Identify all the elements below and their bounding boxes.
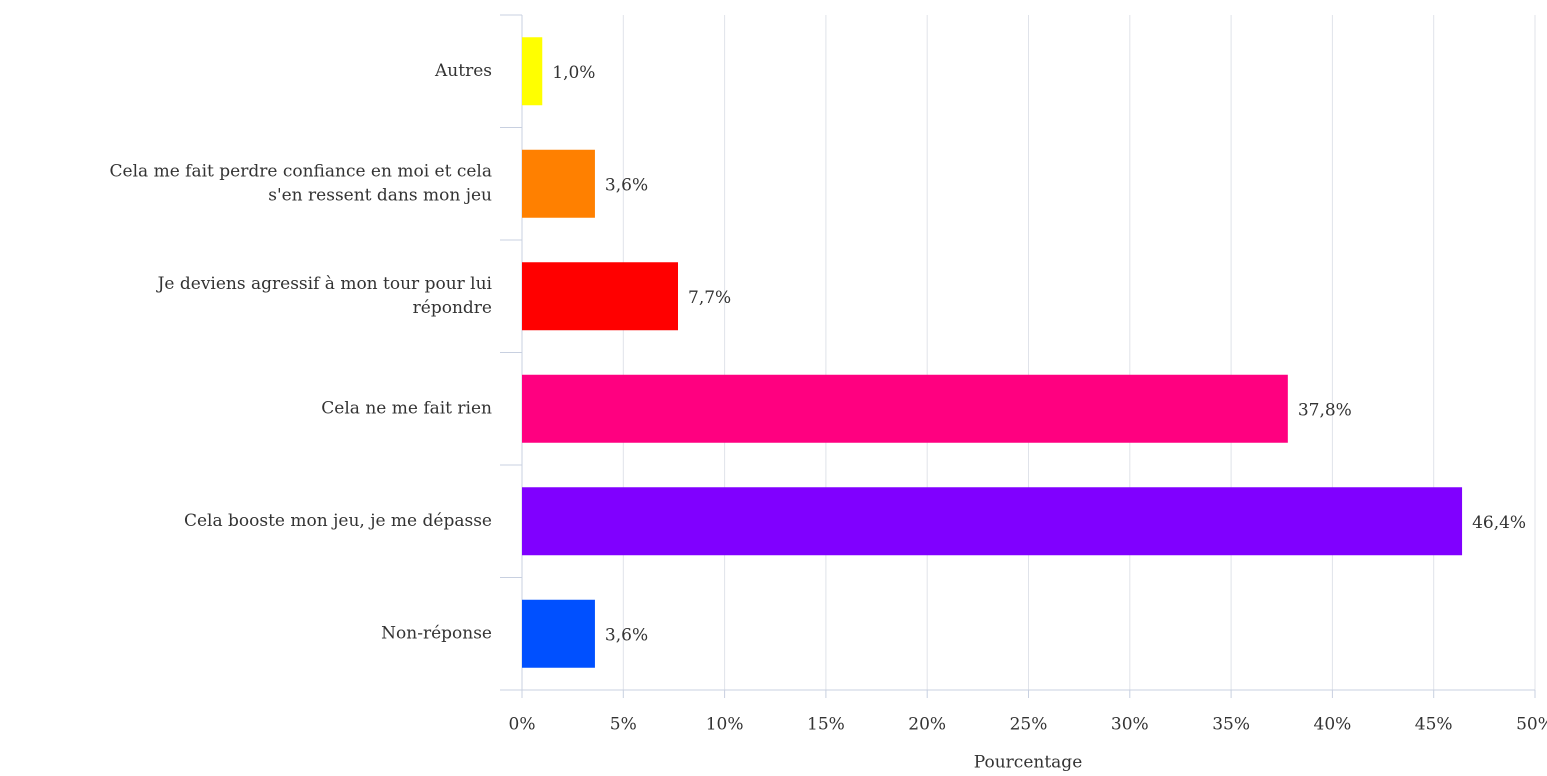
- y-tick-label: répondre: [413, 298, 492, 318]
- y-tick-label: Cela ne me fait rien: [321, 398, 492, 418]
- x-tick-label: 5%: [610, 715, 637, 735]
- x-tick-label: 25%: [1010, 715, 1048, 735]
- bar: [522, 149, 595, 218]
- value-label: 46,4%: [1472, 513, 1526, 533]
- bar: [522, 374, 1288, 443]
- x-tick-label: 30%: [1111, 715, 1149, 735]
- bar: [522, 262, 679, 331]
- bar: [522, 487, 1463, 556]
- x-tick-label: 0%: [509, 715, 536, 735]
- y-tick-label: Non-réponse: [381, 623, 492, 643]
- x-tick-label: 20%: [908, 715, 946, 735]
- x-axis-title: Pourcentage: [974, 753, 1083, 773]
- bar: [522, 37, 543, 106]
- value-label: 3,6%: [605, 175, 648, 195]
- y-tick-label: Cela booste mon jeu, je me dépasse: [184, 511, 492, 531]
- y-tick-label: Autres: [434, 61, 492, 81]
- x-tick-label: 10%: [706, 715, 744, 735]
- x-tick-label: 45%: [1415, 715, 1453, 735]
- x-tick-label: 40%: [1314, 715, 1352, 735]
- x-tick-label: 50%: [1516, 715, 1547, 735]
- value-label: 1,0%: [552, 63, 595, 83]
- x-tick-label: 35%: [1212, 715, 1250, 735]
- y-tick-label: Je deviens agressif à mon tour pour lui: [156, 274, 493, 294]
- value-label: 37,8%: [1298, 400, 1352, 420]
- value-label: 3,6%: [605, 625, 648, 645]
- value-label: 7,7%: [688, 288, 731, 308]
- bar: [522, 599, 595, 668]
- y-tick-label: s'en ressent dans mon jeu: [268, 185, 492, 205]
- y-tick-label: Cela me fait perdre confiance en moi et …: [110, 161, 492, 181]
- x-tick-label: 15%: [807, 715, 845, 735]
